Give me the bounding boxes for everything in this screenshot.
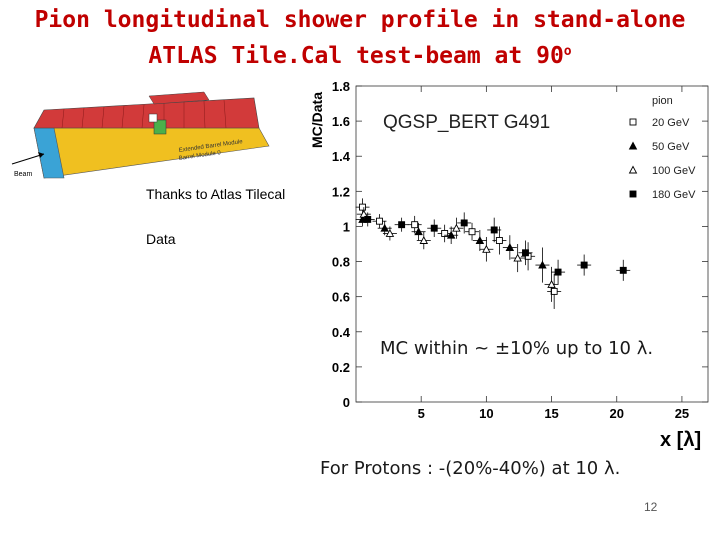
y-tick-label: 1.4 xyxy=(332,149,351,164)
title-line-2: ATLAS Tile.Cal test-beam at 90 xyxy=(148,43,564,69)
data-point xyxy=(359,203,366,211)
y-tick-label: 0 xyxy=(343,395,350,410)
data-point xyxy=(554,268,562,276)
y-tick-label: 1.6 xyxy=(332,114,350,129)
data-point xyxy=(414,227,423,236)
degree-mark: o xyxy=(563,44,572,59)
x-axis-label: x [λ] xyxy=(660,429,701,451)
x-tick-label: 10 xyxy=(479,406,493,421)
data-point xyxy=(419,236,429,244)
legend-marker xyxy=(628,141,638,150)
y-tick-label: 1.2 xyxy=(332,184,350,199)
data-point xyxy=(460,219,468,227)
data-point xyxy=(538,260,547,269)
y-axis-label: MC/Data xyxy=(309,92,325,148)
legend-label: 20 GeV xyxy=(652,117,690,129)
detector-marker-white xyxy=(148,113,158,123)
data-point xyxy=(550,287,558,295)
data-point xyxy=(364,215,372,223)
legend-title: pion xyxy=(652,95,673,107)
x-tick-label: 20 xyxy=(610,406,624,421)
data-point xyxy=(475,236,485,244)
data-point xyxy=(430,224,438,232)
data-point xyxy=(495,237,503,244)
data-point xyxy=(359,209,369,218)
chart-header: QGSP_BERT G491 xyxy=(383,112,550,133)
legend-marker xyxy=(629,118,637,126)
credit-line-1: Thanks to Atlas Tilecal xyxy=(146,186,286,202)
title-line-1: Pion longitudinal shower profile in stan… xyxy=(34,7,686,33)
legend-marker xyxy=(628,165,638,174)
y-tick-label: 1.8 xyxy=(332,79,350,94)
beam-arrowhead xyxy=(38,152,44,158)
data-point xyxy=(452,223,461,232)
slide-title-line-2: ATLAS Tile.Cal test-beam at 90o xyxy=(0,38,720,70)
data-point xyxy=(490,226,498,234)
legend-label: 180 GeV xyxy=(652,189,696,201)
data-point xyxy=(411,221,419,229)
data-point xyxy=(446,230,456,239)
module-label-2: Barrel Module 0 xyxy=(178,150,221,162)
data-point xyxy=(376,217,383,225)
x-tick-label: 5 xyxy=(418,406,425,421)
x-tick-label: 15 xyxy=(544,406,558,421)
mc-note: MC within ~ ±10% up to 10 λ. xyxy=(380,338,654,359)
legend-label: 100 GeV xyxy=(652,165,696,177)
data-point xyxy=(380,223,389,232)
data-point xyxy=(619,266,627,274)
credit-line-2: Data xyxy=(146,231,176,247)
x-tick-label: 25 xyxy=(675,406,689,421)
protons-note: For Protons : -(20%-40%) at 10 λ. xyxy=(320,458,621,479)
data-point xyxy=(580,261,588,269)
y-tick-label: 0.8 xyxy=(332,255,350,270)
data-point xyxy=(547,279,556,288)
data-point xyxy=(505,243,515,251)
beam-arrow xyxy=(11,153,45,165)
detector-marker-green xyxy=(153,119,167,135)
legend-label: 50 GeV xyxy=(652,141,690,153)
detector-illustration: Beam Extended Barrel Module Barrel Modul… xyxy=(11,91,270,179)
data-point xyxy=(441,230,449,237)
y-tick-label: 0.6 xyxy=(332,290,350,305)
legend-marker xyxy=(629,190,637,198)
page-number: 12 xyxy=(644,500,658,514)
y-tick-label: 0.2 xyxy=(332,360,350,375)
plot-frame xyxy=(355,85,709,403)
data-point xyxy=(398,221,406,229)
slide-title: Pion longitudinal shower profile in stan… xyxy=(0,6,720,34)
y-tick-label: 1 xyxy=(343,219,350,234)
data-point xyxy=(482,244,491,253)
detector-top-cap xyxy=(148,91,210,105)
data-point xyxy=(522,249,529,257)
beam-label: Beam xyxy=(14,171,32,178)
data-point xyxy=(468,228,476,236)
data-point xyxy=(385,229,395,237)
y-tick-label: 0.4 xyxy=(332,325,351,340)
data-point xyxy=(513,253,522,262)
